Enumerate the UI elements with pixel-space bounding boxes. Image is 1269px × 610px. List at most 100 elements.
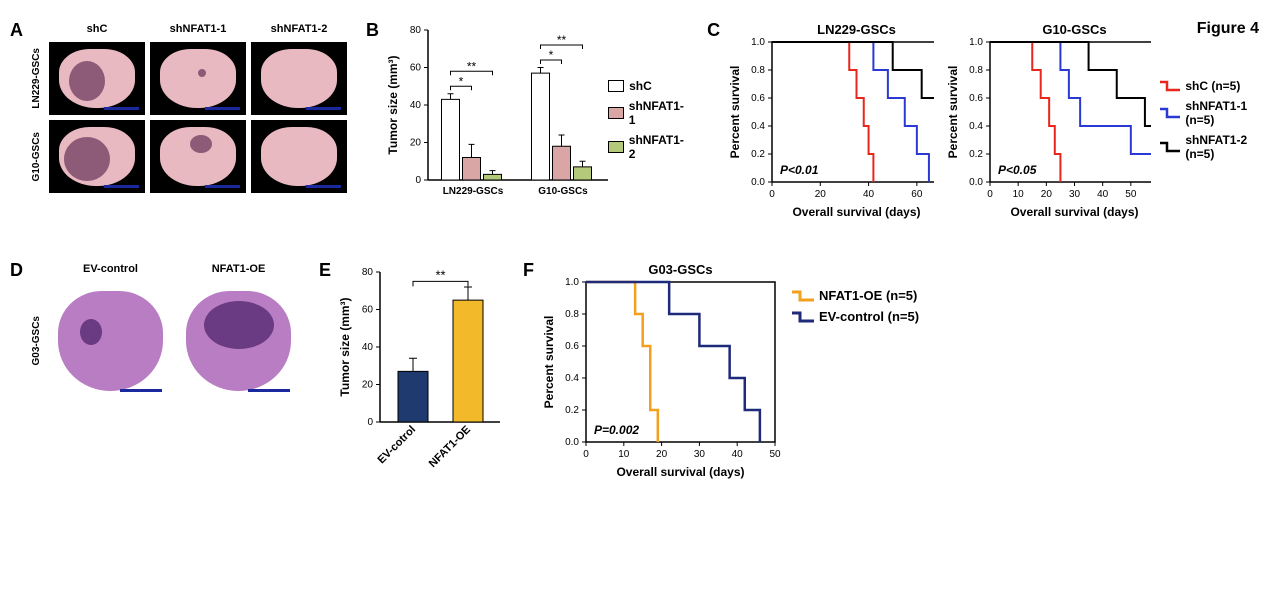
legend-item: EV-control (n=5): [791, 309, 919, 324]
svg-text:10: 10: [618, 449, 630, 460]
legend-item: NFAT1-OE (n=5): [791, 288, 919, 303]
svg-text:60: 60: [911, 189, 923, 200]
panel-b: B 020406080Tumor size (mm³)LN229-GSCsG10…: [366, 20, 689, 220]
svg-text:50: 50: [1125, 189, 1137, 200]
panel-d-col-header: NFAT1-OE: [212, 263, 266, 275]
svg-text:60: 60: [362, 305, 374, 316]
svg-text:Percent survival: Percent survival: [542, 316, 556, 409]
svg-text:*: *: [549, 48, 554, 62]
svg-text:0: 0: [769, 189, 775, 200]
svg-text:0.0: 0.0: [969, 177, 983, 188]
svg-text:0.2: 0.2: [565, 405, 579, 416]
svg-text:40: 40: [732, 449, 744, 460]
svg-text:0.0: 0.0: [565, 437, 579, 448]
brain-histology-tile: [177, 282, 300, 400]
svg-text:10: 10: [1012, 189, 1024, 200]
svg-text:1.0: 1.0: [969, 37, 983, 48]
svg-text:Overall survival (days): Overall survival (days): [616, 465, 744, 479]
svg-text:0.2: 0.2: [969, 149, 983, 160]
svg-text:40: 40: [1097, 189, 1109, 200]
svg-text:0.6: 0.6: [969, 93, 983, 104]
panel-letter-d: D: [10, 260, 23, 281]
panel-a-col-header: shC: [87, 23, 108, 35]
survival-curve-g10: G10-GSCs0.00.20.40.60.81.00102030405060P…: [942, 20, 1152, 220]
svg-text:0.0: 0.0: [751, 177, 765, 188]
svg-text:P<0.05: P<0.05: [998, 163, 1037, 177]
panel-a-col-header: shNFAT1-2: [271, 23, 328, 35]
brain-histology-tile: [150, 42, 246, 115]
svg-text:40: 40: [863, 189, 875, 200]
svg-text:G10-GSCs: G10-GSCs: [538, 186, 588, 197]
svg-text:**: **: [557, 33, 567, 47]
panel-c-legend: shC (n=5) shNFAT1-1 (n=5) shNFAT1-2 (n=5): [1159, 76, 1269, 164]
legend-item: shC: [608, 79, 689, 93]
svg-text:0.6: 0.6: [751, 93, 765, 104]
panel-a-row-header: G10-GSCs: [31, 132, 42, 181]
svg-text:Overall survival (days): Overall survival (days): [793, 205, 921, 219]
brain-histology-tile: [49, 282, 172, 400]
panel-c: C LN229-GSCs 0.0 0.2 0.4 0.6 0.8 1.0 0 20 40 60 Per…: [707, 20, 1269, 220]
panel-d: D EV-control NFAT1-OE G03-GSCs: [10, 260, 301, 401]
survival-curve-ln229: LN229-GSCs0.00.20.40.60.81.00204060Perce…: [724, 20, 934, 220]
svg-text:80: 80: [362, 267, 374, 278]
svg-text:50: 50: [769, 449, 781, 460]
legend-item: shC (n=5): [1159, 79, 1269, 93]
panel-e: E 020406080Tumor size (mm³)EV-cotrolNFAT…: [319, 260, 505, 490]
tumor-size-bar-chart-oe: 020406080Tumor size (mm³)EV-cotrolNFAT1-…: [335, 260, 505, 490]
svg-text:Tumor size (mm³): Tumor size (mm³): [338, 297, 352, 396]
svg-text:0.4: 0.4: [969, 121, 983, 132]
svg-text:**: **: [435, 267, 445, 282]
svg-text:30: 30: [694, 449, 706, 460]
svg-text:20: 20: [1041, 189, 1053, 200]
svg-text:**: **: [467, 59, 477, 73]
svg-text:P=0.002: P=0.002: [594, 423, 639, 437]
svg-text:0: 0: [415, 175, 421, 186]
svg-text:Tumor size (mm³): Tumor size (mm³): [386, 55, 400, 154]
panel-a: A shCshNFAT1-1shNFAT1-2LN229-GSCsG10-GSC…: [10, 20, 348, 194]
svg-text:0: 0: [987, 189, 993, 200]
panel-b-legend: shC shNFAT1-1 shNFAT1-2: [608, 76, 689, 164]
svg-text:NFAT1-OE: NFAT1-OE: [427, 424, 473, 470]
brain-histology-tile: [251, 42, 347, 115]
panel-letter-e: E: [319, 260, 331, 281]
legend-item: shNFAT1-2 (n=5): [1159, 133, 1269, 161]
brain-histology-tile: [49, 42, 145, 115]
panel-f-legend: NFAT1-OE (n=5) EV-control (n=5): [791, 285, 919, 327]
svg-text:0.2: 0.2: [751, 149, 765, 160]
svg-text:G03-GSCs: G03-GSCs: [648, 262, 712, 277]
svg-text:0.6: 0.6: [565, 341, 579, 352]
svg-text:P<0.01: P<0.01: [780, 163, 819, 177]
panel-a-col-header: shNFAT1-1: [170, 23, 227, 35]
svg-text:G10-GSCs: G10-GSCs: [1042, 22, 1106, 37]
svg-text:Overall survival (days): Overall survival (days): [1010, 205, 1138, 219]
tumor-size-bar-chart: 020406080Tumor size (mm³)LN229-GSCsG10-G…: [383, 20, 608, 220]
svg-text:20: 20: [656, 449, 668, 460]
panel-letter-c: C: [707, 20, 720, 41]
survival-curve-g03: G03-GSCs0.00.20.40.60.81.001020304050Per…: [538, 260, 783, 480]
svg-text:LN229-GSCs: LN229-GSCs: [817, 22, 896, 37]
svg-text:0.8: 0.8: [969, 65, 983, 76]
svg-text:80: 80: [410, 25, 422, 36]
svg-text:0: 0: [583, 449, 589, 460]
legend-item: shNFAT1-2: [608, 133, 689, 161]
svg-text:60: 60: [410, 63, 422, 74]
brain-histology-tile: [150, 120, 246, 193]
svg-text:40: 40: [362, 342, 374, 353]
svg-text:0.8: 0.8: [751, 65, 765, 76]
svg-text:0.8: 0.8: [565, 309, 579, 320]
panel-d-row-header: G03-GSCs: [31, 316, 42, 365]
svg-text:1.0: 1.0: [565, 277, 579, 288]
svg-text:Percent survival: Percent survival: [728, 66, 742, 159]
svg-text:LN229-GSCs: LN229-GSCs: [443, 186, 504, 197]
brain-histology-tile: [251, 120, 347, 193]
legend-item: shNFAT1-1 (n=5): [1159, 99, 1269, 127]
panel-letter-a: A: [10, 20, 23, 41]
panel-d-col-header: EV-control: [83, 263, 138, 275]
svg-text:*: *: [459, 74, 464, 88]
brain-histology-tile: [49, 120, 145, 193]
svg-text:20: 20: [410, 138, 422, 149]
panel-letter-b: B: [366, 20, 379, 41]
panel-f: F G03-GSCs0.00.20.40.60.81.001020304050P…: [523, 260, 919, 480]
panel-letter-f: F: [523, 260, 534, 281]
legend-item: shNFAT1-1: [608, 99, 689, 127]
